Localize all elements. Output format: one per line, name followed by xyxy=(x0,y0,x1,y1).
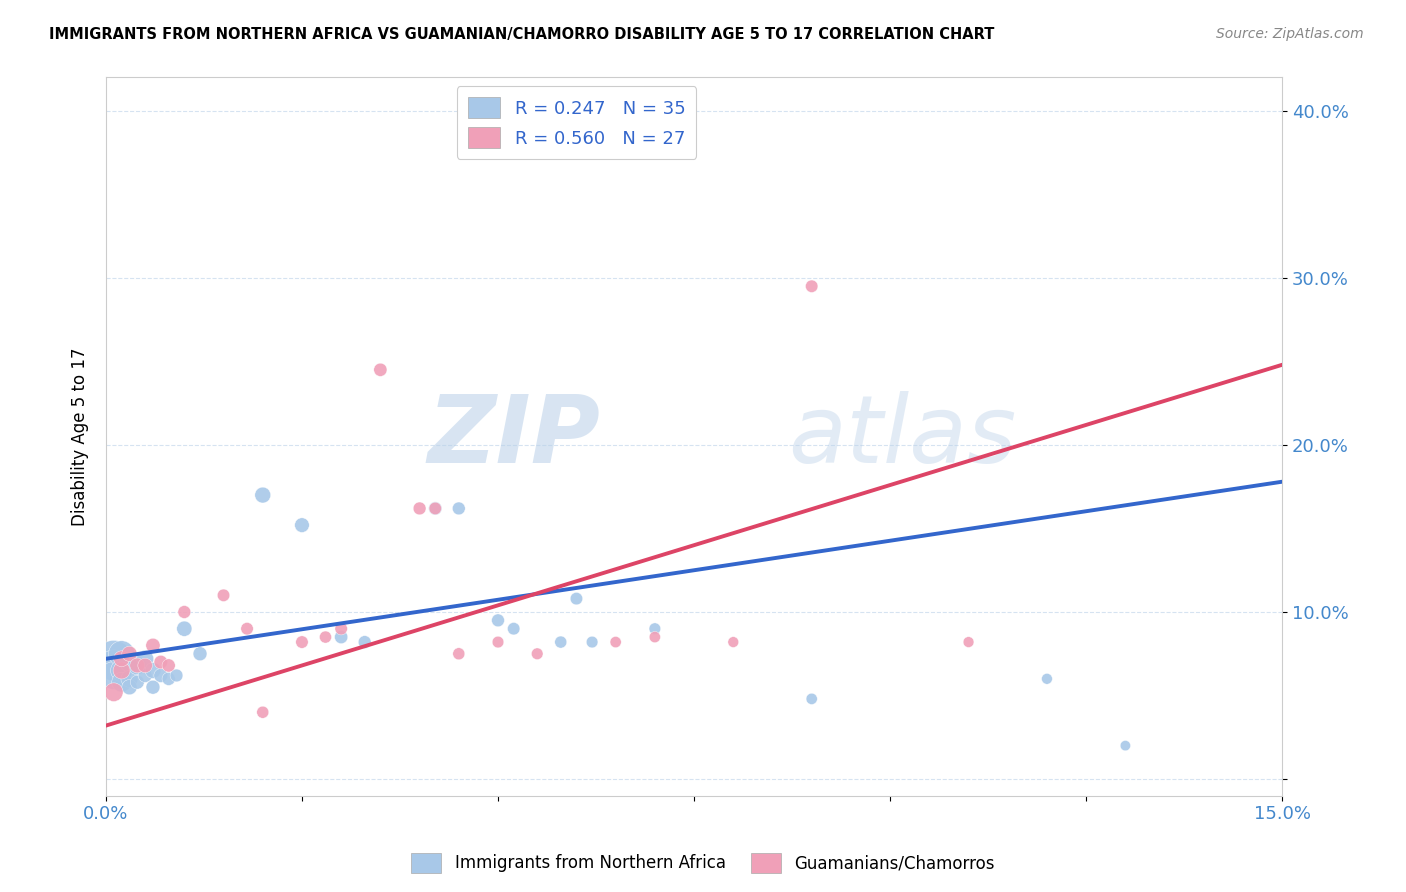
Point xyxy=(236,622,259,636)
Point xyxy=(486,613,509,627)
Point xyxy=(166,668,188,682)
Point xyxy=(330,630,353,644)
Point xyxy=(502,622,524,636)
Point xyxy=(565,591,588,606)
Point xyxy=(103,668,125,682)
Point xyxy=(127,658,149,673)
Point xyxy=(447,501,470,516)
Point xyxy=(157,658,180,673)
Point xyxy=(134,652,156,666)
Point xyxy=(118,655,141,669)
Point xyxy=(173,622,195,636)
Point xyxy=(142,664,165,678)
Point xyxy=(188,647,211,661)
Point xyxy=(110,664,132,678)
Point xyxy=(118,672,141,686)
Point xyxy=(644,630,666,644)
Y-axis label: Disability Age 5 to 17: Disability Age 5 to 17 xyxy=(72,347,89,526)
Point xyxy=(110,652,132,666)
Point xyxy=(314,630,336,644)
Point xyxy=(291,635,314,649)
Point xyxy=(110,675,132,690)
Point xyxy=(581,635,603,649)
Point xyxy=(127,658,149,673)
Point xyxy=(110,664,132,678)
Point xyxy=(149,655,172,669)
Point xyxy=(447,647,470,661)
Point xyxy=(142,680,165,694)
Point xyxy=(212,588,235,602)
Text: atlas: atlas xyxy=(789,391,1017,482)
Point xyxy=(957,635,980,649)
Point xyxy=(723,635,745,649)
Point xyxy=(157,672,180,686)
Point xyxy=(118,647,141,661)
Point xyxy=(800,279,823,293)
Point xyxy=(605,635,627,649)
Point xyxy=(330,622,353,636)
Point xyxy=(103,658,125,673)
Point xyxy=(370,363,392,377)
Point xyxy=(800,691,823,706)
Point xyxy=(134,668,156,682)
Point xyxy=(291,518,314,533)
Legend: Immigrants from Northern Africa, Guamanians/Chamorros: Immigrants from Northern Africa, Guamani… xyxy=(405,847,1001,880)
Point xyxy=(134,658,156,673)
Point xyxy=(103,685,125,699)
Point xyxy=(1114,739,1136,753)
Point xyxy=(173,605,195,619)
Point xyxy=(252,705,274,719)
Point xyxy=(118,680,141,694)
Point xyxy=(252,488,274,502)
Point xyxy=(127,675,149,690)
Point xyxy=(142,639,165,653)
Point xyxy=(425,501,447,516)
Text: Source: ZipAtlas.com: Source: ZipAtlas.com xyxy=(1216,27,1364,41)
Point xyxy=(1036,672,1059,686)
Point xyxy=(644,622,666,636)
Point xyxy=(425,501,447,516)
Point xyxy=(408,501,430,516)
Text: IMMIGRANTS FROM NORTHERN AFRICA VS GUAMANIAN/CHAMORRO DISABILITY AGE 5 TO 17 COR: IMMIGRANTS FROM NORTHERN AFRICA VS GUAMA… xyxy=(49,27,994,42)
Point xyxy=(550,635,572,649)
Point xyxy=(149,668,172,682)
Point xyxy=(526,647,548,661)
Point xyxy=(103,652,125,666)
Point xyxy=(110,647,132,661)
Point xyxy=(353,635,375,649)
Legend: R = 0.247   N = 35, R = 0.560   N = 27: R = 0.247 N = 35, R = 0.560 N = 27 xyxy=(457,87,696,159)
Text: ZIP: ZIP xyxy=(427,391,600,483)
Point xyxy=(486,635,509,649)
